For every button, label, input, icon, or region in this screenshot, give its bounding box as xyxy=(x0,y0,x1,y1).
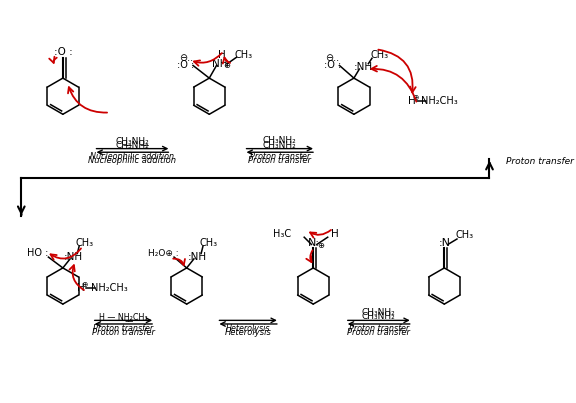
Text: H₃C: H₃C xyxy=(274,229,291,239)
Text: H: H xyxy=(331,229,339,239)
Text: CH₃: CH₃ xyxy=(75,238,94,247)
Text: CH̲₃̲NH̲₂̲: CH̲₃̲NH̲₂̲ xyxy=(116,136,149,145)
Text: CH₃: CH₃ xyxy=(234,50,253,60)
Text: NH₂CH₃: NH₂CH₃ xyxy=(420,96,457,106)
Text: ⊕: ⊕ xyxy=(223,61,230,70)
Text: :O :: :O : xyxy=(54,47,73,57)
Text: CH₃NH₂: CH₃NH₂ xyxy=(362,312,396,321)
Text: H: H xyxy=(77,283,85,293)
Text: Proton transfer: Proton transfer xyxy=(506,157,574,166)
Text: :NH: :NH xyxy=(354,62,373,72)
Text: Proton transfer: Proton transfer xyxy=(92,328,155,337)
Text: :O :: :O : xyxy=(177,60,195,70)
Text: ⊕: ⊕ xyxy=(81,280,88,289)
Text: CH₃NH₂: CH₃NH₂ xyxy=(116,141,149,150)
Text: CH₃NH₂: CH₃NH₂ xyxy=(263,136,297,145)
Text: H: H xyxy=(408,96,416,106)
Text: Proton transfer: Proton transfer xyxy=(250,152,310,161)
Text: Proton transfer: Proton transfer xyxy=(347,328,410,337)
Text: Nucleophilic addition: Nucleophilic addition xyxy=(90,152,175,161)
Text: CH₃NH₂: CH₃NH₂ xyxy=(362,308,396,317)
Text: :N: :N xyxy=(439,238,451,247)
Text: NH: NH xyxy=(213,59,228,69)
Text: :O :: :O : xyxy=(324,60,341,70)
Text: CH₃: CH₃ xyxy=(370,50,388,60)
Text: HO :: HO : xyxy=(27,249,48,258)
Text: CH₃NH₂: CH₃NH₂ xyxy=(263,141,297,150)
Text: CH₃: CH₃ xyxy=(455,231,473,241)
Text: Proton transfer: Proton transfer xyxy=(93,324,153,333)
Text: H: H xyxy=(218,50,226,60)
Text: :NH: :NH xyxy=(188,252,207,262)
Text: H₂O⊕ :: H₂O⊕ : xyxy=(148,249,179,258)
Text: Heterolysis: Heterolysis xyxy=(225,328,272,337)
Text: Proton transfer: Proton transfer xyxy=(248,156,311,165)
Text: ⊕: ⊕ xyxy=(412,93,419,102)
Text: Nucleophilic addition: Nucleophilic addition xyxy=(89,156,176,165)
Text: ⊖..: ⊖.. xyxy=(179,53,193,63)
Text: NH₂CH₃: NH₂CH₃ xyxy=(92,283,128,293)
Text: Heterolysis: Heterolysis xyxy=(226,324,270,333)
Text: :NH: :NH xyxy=(64,252,84,262)
Text: ⊖..: ⊖.. xyxy=(325,53,339,63)
Text: H — NH̲₂̲CH₃: H — NH̲₂̲CH₃ xyxy=(99,312,147,321)
Text: ⊕: ⊕ xyxy=(317,241,324,250)
Text: N:: N: xyxy=(308,238,320,247)
Text: Proton transfer: Proton transfer xyxy=(348,324,409,333)
Text: CH₃: CH₃ xyxy=(199,238,218,247)
